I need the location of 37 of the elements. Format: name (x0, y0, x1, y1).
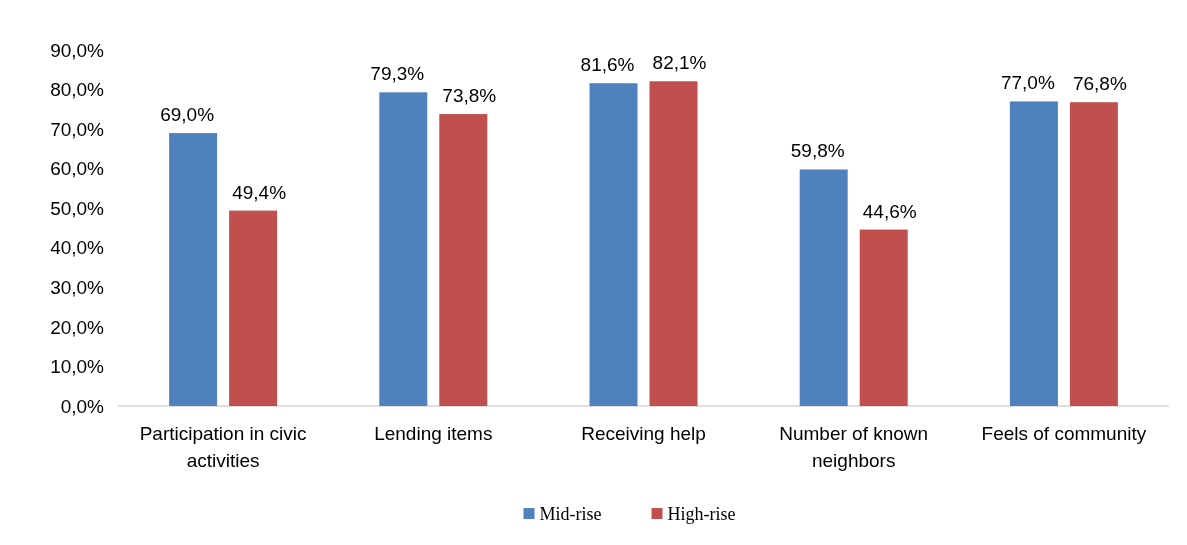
data-label: 79,3% (370, 63, 425, 85)
bar (859, 229, 908, 406)
x-tick-label: Receiving help (581, 423, 706, 444)
y-tick-label: 30,0% (50, 276, 105, 298)
y-tick-label: 50,0% (50, 197, 105, 219)
legend-label: High-rise (667, 504, 736, 525)
y-tick-label: 10,0% (50, 356, 105, 378)
data-label: 69,0% (160, 104, 215, 126)
data-label: 81,6% (580, 54, 635, 76)
data-label: 49,4% (232, 181, 287, 203)
y-tick-label: 90,0% (50, 39, 105, 61)
bar (439, 114, 488, 406)
y-tick-label: 20,0% (50, 316, 105, 338)
x-tick-label: Participation in civic activities (139, 423, 307, 471)
data-label: 73,8% (442, 85, 497, 107)
bar (799, 169, 848, 406)
y-tick-label: 80,0% (50, 79, 105, 101)
x-tick-label: Feels of community (981, 423, 1147, 444)
data-label: 59,8% (790, 140, 845, 162)
bar (169, 133, 218, 406)
bar (649, 81, 698, 406)
y-tick-label: 70,0% (50, 118, 105, 140)
bar (1069, 102, 1118, 406)
y-tick-label: 60,0% (50, 158, 105, 180)
data-label: 76,8% (1072, 73, 1127, 95)
x-tick-label: Lending items (374, 423, 493, 444)
y-tick-label: 0,0% (60, 395, 105, 417)
legend-label: Mid-rise (539, 504, 602, 525)
bar (229, 210, 278, 406)
bar (379, 92, 428, 406)
x-tick-label: Number of known neighbors (779, 423, 929, 471)
data-label: 82,1% (652, 52, 707, 74)
bar (1009, 101, 1058, 406)
bar (589, 83, 638, 406)
data-label: 77,0% (1000, 72, 1055, 94)
data-label: 44,6% (862, 200, 917, 222)
y-tick-label: 40,0% (50, 237, 105, 259)
